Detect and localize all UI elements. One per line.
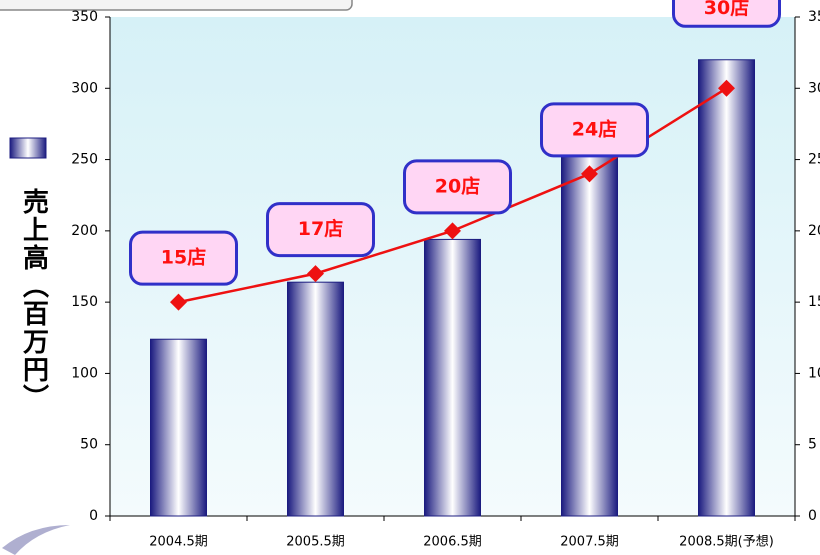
x-tick-label: 2005.5期 — [286, 535, 345, 550]
x-tick-label: 2004.5期 — [149, 535, 208, 550]
x-tick-label: 2007.5期 — [560, 535, 619, 550]
y-tick-label: 100 — [71, 365, 98, 381]
data-label: 15店 — [161, 246, 206, 269]
title-box — [0, 0, 352, 10]
data-label: 24店 — [572, 117, 617, 140]
y-tick-label: 50 — [80, 437, 98, 453]
y2-tick-label: 0 — [808, 508, 817, 524]
bar — [699, 60, 755, 516]
bar — [288, 282, 344, 516]
decoration — [2, 525, 70, 555]
y2-tick-label: 25 — [808, 152, 820, 168]
y-tick-label: 200 — [71, 223, 98, 239]
x-tick-label: 2008.5期(予想) — [679, 534, 774, 550]
y2-tick-label: 20 — [808, 223, 820, 239]
y-tick-label: 250 — [71, 152, 98, 168]
bar — [425, 239, 481, 516]
y2-tick-label: 30 — [808, 80, 820, 96]
data-label: 30店 — [704, 0, 749, 19]
legend-swatch — [10, 138, 46, 158]
y2-tick-label: 10 — [808, 365, 820, 381]
y-tick-label: 150 — [71, 294, 98, 310]
bar — [151, 339, 207, 516]
x-tick-label: 2006.5期 — [423, 535, 482, 550]
bar — [562, 152, 618, 516]
y2-tick-label: 35 — [808, 9, 820, 25]
y-tick-label: 300 — [71, 80, 98, 96]
y-tick-label: 0 — [89, 508, 98, 524]
y2-tick-label: 15 — [808, 294, 820, 310]
legend-label: 売上高（百万円） — [19, 188, 49, 412]
data-label: 20店 — [435, 174, 480, 197]
y2-tick-label: 5 — [808, 437, 817, 453]
chart: 売上高（百万円） 0 50 100 150 200 250 300 350 0 5 10 15 20 25… — [0, 0, 820, 555]
data-label: 17店 — [298, 217, 343, 240]
y-tick-label: 350 — [71, 9, 98, 25]
